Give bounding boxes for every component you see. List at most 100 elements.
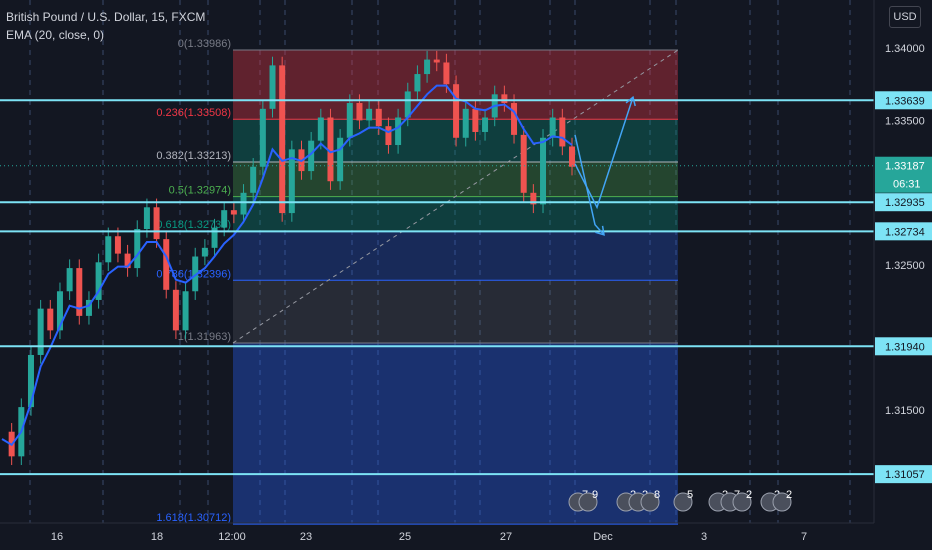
level-price-tag (875, 91, 932, 110)
candle-body (27, 354, 34, 408)
event-count-label: 5 (687, 489, 693, 501)
fib-level-label: 0.5(1.32974) (169, 185, 231, 197)
time-tick-label: Dec (593, 531, 613, 543)
candle-body (511, 103, 518, 135)
time-tick-label: 23 (300, 531, 312, 543)
candle-body (317, 117, 324, 141)
candle-body (47, 308, 54, 331)
candle-body (385, 126, 392, 146)
candle-body (114, 236, 121, 254)
level-price-label: 1.32935 (885, 197, 925, 209)
time-tick-label: 3 (701, 531, 707, 543)
candle-body (443, 62, 450, 85)
event-flag-icon (772, 492, 792, 512)
ema-line (1, 84, 573, 447)
time-tick-label: 25 (399, 531, 411, 543)
candle-body (453, 84, 460, 138)
projection-arrows[interactable] (574, 95, 636, 236)
candle-body (240, 192, 247, 215)
level-price-tag (875, 465, 932, 484)
candle-body (540, 137, 547, 205)
chart-legend: British Pound / U.S. Dollar, 15, FXCM EM… (6, 8, 205, 44)
projection-arrow-up (574, 96, 634, 210)
fib-zone (233, 342, 678, 525)
fib-zone (233, 280, 678, 343)
candle-body (337, 137, 344, 182)
fib-level-label: 1(1.31963) (178, 331, 231, 343)
candle-body (288, 149, 295, 214)
event-count-label: 8 (654, 489, 660, 501)
price-tick-label: 1.32500 (885, 260, 925, 272)
level-price-label: 1.31940 (885, 341, 925, 353)
fib-zone (233, 231, 678, 281)
fib-level-label: 0.618(1.32735) (156, 219, 231, 231)
fib-trend-line (232, 49, 679, 344)
candle-body (424, 59, 431, 75)
currency-button[interactable]: USD (889, 6, 921, 28)
countdown-label: 06:31 (893, 179, 921, 191)
price-tick-label: 1.34000 (885, 43, 925, 55)
candle-body (269, 65, 276, 109)
price-axis-bg (874, 0, 932, 523)
time-tick-label: 18 (151, 531, 163, 543)
event-count-label: 2 (786, 489, 792, 501)
time-tick-label: 7 (801, 531, 807, 543)
time-tick-label: 16 (51, 531, 63, 543)
event-flag-icon (640, 492, 660, 512)
time-axis[interactable]: 16 18 12:00 23 25 27 Dec 3 7 (0, 522, 874, 543)
candle-body (66, 268, 73, 292)
candle-body (549, 117, 556, 138)
time-tick-label: 12:00 (218, 531, 246, 543)
event-flag-icon (673, 492, 693, 512)
fib-level-label: 0(1.33986) (178, 38, 231, 50)
candle-body (569, 146, 575, 167)
symbol-title[interactable]: British Pound / U.S. Dollar, 15, FXCM (6, 10, 206, 24)
candle-body (327, 117, 334, 182)
chart-grid (29, 0, 851, 523)
candle-body (76, 268, 83, 316)
candle-body (433, 59, 440, 63)
candle-body (230, 210, 237, 215)
candle-body (501, 94, 508, 104)
horizontal-levels[interactable] (0, 99, 874, 476)
candle-body (143, 207, 150, 229)
candle-body (346, 103, 353, 138)
candle-body (250, 166, 257, 193)
projection-arrow-down (574, 134, 605, 236)
event-flag-icon (732, 492, 752, 512)
fib-retracement[interactable]: 0(1.33986) 0.236(1.33508) 0.382(1.33213) 0.… (156, 38, 679, 525)
current-price-label: 1.33187 (885, 161, 925, 173)
candle-body (182, 291, 189, 331)
candle-body (221, 210, 228, 228)
level-price-label: 1.32734 (885, 226, 925, 238)
candle-body (559, 117, 566, 147)
fib-level-label: 0.236(1.33508) (156, 107, 231, 119)
economic-events[interactable]: 79228527222 (568, 489, 792, 512)
event-count-label: 2 (746, 489, 752, 501)
candle-body (462, 108, 469, 138)
candle-body (172, 289, 179, 331)
fib-level-label: 1.618(1.30712) (156, 512, 231, 524)
candle-body (404, 91, 411, 118)
candle-body (153, 207, 160, 240)
event-flag-icon (578, 492, 598, 512)
indicator-label[interactable]: EMA (20, close, 0) (6, 28, 105, 42)
candle-body (472, 108, 479, 132)
event-count-label: 9 (592, 489, 598, 501)
candle-body (163, 239, 170, 290)
time-tick-label: 27 (500, 531, 512, 543)
level-price-tag (875, 193, 932, 212)
candle-body (356, 103, 363, 121)
price-axis[interactable]: 1.34000 1.33500 1.32500 1.31500 1.33639 1.329… (873, 0, 932, 523)
candle-body (366, 108, 373, 121)
candle-body (37, 308, 44, 355)
candle-body (279, 65, 286, 214)
price-tick-label: 1.33500 (885, 115, 925, 127)
candle-body (395, 117, 402, 146)
price-tick-label: 1.31500 (885, 405, 925, 417)
current-price-tag (875, 156, 932, 193)
candle-body (211, 227, 218, 248)
fib-zone (233, 161, 678, 197)
candle-body (124, 253, 131, 269)
